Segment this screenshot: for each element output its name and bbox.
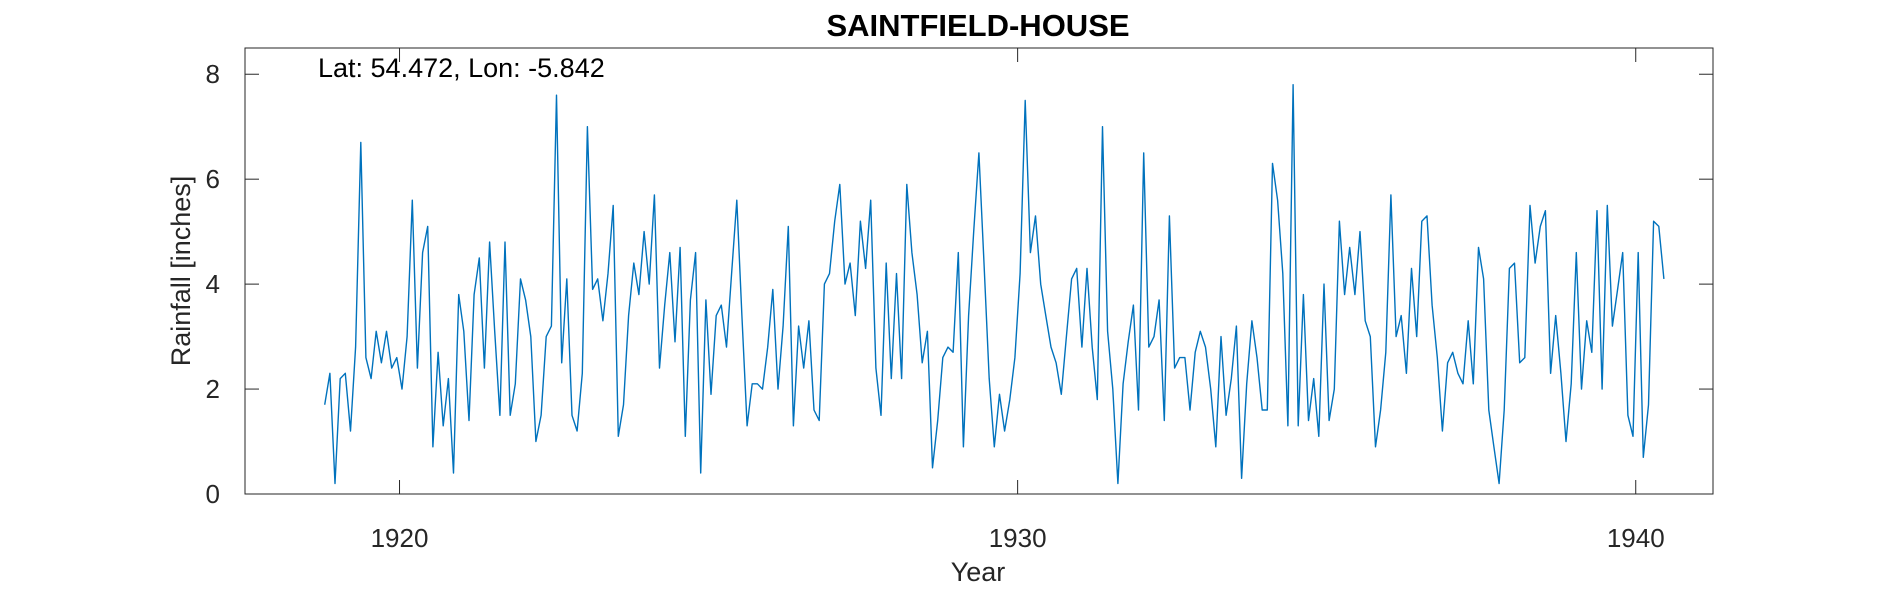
ticks-group bbox=[245, 48, 1713, 495]
rainfall-series-line bbox=[324, 83, 1665, 485]
tick-labels-group: 1920 1930 1940 0 2 4 6 8 bbox=[206, 59, 1665, 553]
chart-title: SAINTFIELD-HOUSE bbox=[826, 8, 1129, 43]
location-annotation: Lat: 54.472, Lon: -5.842 bbox=[318, 53, 605, 83]
y-tick-label: 8 bbox=[206, 59, 220, 89]
plot-area bbox=[244, 47, 1714, 495]
x-tick-label: 1940 bbox=[1607, 523, 1665, 553]
y-tick-label: 0 bbox=[206, 479, 220, 509]
x-tick-label: 1920 bbox=[371, 523, 429, 553]
x-axis-label: Year bbox=[951, 557, 1006, 587]
x-tick-label: 1930 bbox=[989, 523, 1047, 553]
y-tick-label: 6 bbox=[206, 164, 220, 194]
y-tick-label: 4 bbox=[206, 269, 220, 299]
y-axis-label: Rainfall [inches] bbox=[166, 176, 196, 367]
y-tick-label: 2 bbox=[206, 374, 220, 404]
